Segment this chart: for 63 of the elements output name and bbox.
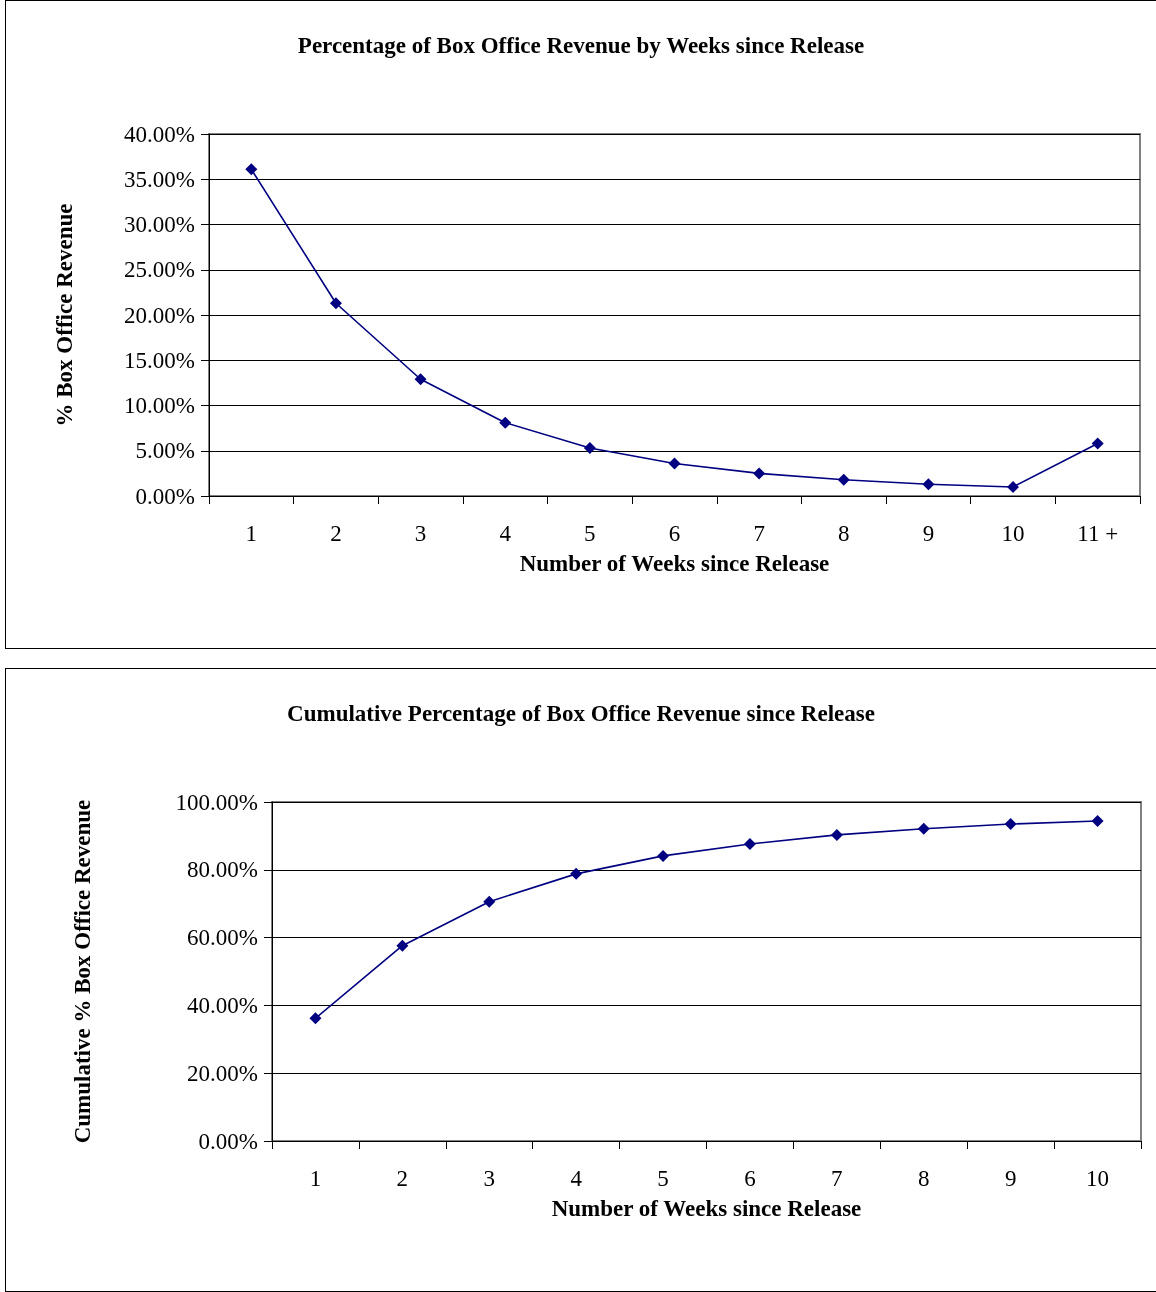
y-tick-label: 40.00% bbox=[187, 992, 258, 1018]
x-tick-label: 5 bbox=[584, 521, 596, 546]
point bbox=[1004, 818, 1017, 831]
x-tick-label: 6 bbox=[744, 1166, 756, 1191]
y-tick-label: 15.00% bbox=[124, 347, 195, 373]
point bbox=[329, 297, 342, 310]
y-tick-label: 100.00% bbox=[175, 789, 258, 815]
x-tick-label: 10 bbox=[1001, 521, 1025, 546]
y-axis-title: % Box Office Revenue bbox=[51, 203, 77, 427]
chart-title: Cumulative Percentage of Box Office Revenue since Release bbox=[287, 701, 875, 726]
point bbox=[414, 373, 427, 386]
x-tick-label: 10 bbox=[1086, 1166, 1110, 1191]
x-tick-label: 5 bbox=[657, 1166, 669, 1191]
y-axis-title: Cumulative % Box Office Revenue bbox=[69, 799, 95, 1144]
point bbox=[922, 478, 935, 491]
chart-title: Percentage of Box Office Revenue by Weeks since Release bbox=[297, 33, 865, 58]
point bbox=[743, 838, 756, 851]
point bbox=[245, 163, 258, 176]
x-tick-label: 1 bbox=[309, 1166, 322, 1191]
point bbox=[837, 473, 850, 486]
y-tick-label: 0.00% bbox=[135, 483, 195, 509]
y-tick-label: 60.00% bbox=[187, 925, 258, 951]
x-axis-title: Number of Weeks since Release bbox=[519, 551, 830, 576]
point bbox=[483, 895, 496, 908]
x-tick-label: 11 + bbox=[1077, 521, 1119, 546]
y-tick-label: 0.00% bbox=[198, 1128, 258, 1154]
point bbox=[1007, 480, 1020, 493]
x-tick-label: 3 bbox=[414, 521, 427, 546]
x-tick-label: 4 bbox=[570, 1166, 583, 1191]
point bbox=[917, 822, 930, 835]
y-tick-label: 10.00% bbox=[124, 393, 195, 418]
point bbox=[753, 467, 766, 480]
y-tick-label: 20.00% bbox=[187, 1060, 258, 1086]
x-axis-title: Number of Weeks since Release bbox=[551, 1196, 862, 1221]
point bbox=[1091, 437, 1104, 450]
x-tick-label: 2 bbox=[330, 521, 342, 546]
x-tick-label: 8 bbox=[838, 521, 850, 546]
point bbox=[1091, 814, 1104, 827]
point bbox=[668, 457, 681, 470]
point bbox=[396, 939, 409, 952]
y-tick-label: 30.00% bbox=[124, 212, 195, 237]
x-tick-label: 7 bbox=[831, 1166, 843, 1191]
point bbox=[830, 828, 843, 841]
point bbox=[309, 1012, 322, 1025]
y-tick-label: 80.00% bbox=[187, 857, 258, 883]
point bbox=[570, 867, 583, 880]
x-tick-label: 8 bbox=[918, 1166, 930, 1191]
point bbox=[657, 849, 670, 862]
point bbox=[499, 416, 512, 429]
x-tick-label: 3 bbox=[483, 1166, 495, 1191]
y-tick-label: 40.00% bbox=[124, 121, 195, 147]
y-tick-label: 35.00% bbox=[124, 166, 195, 192]
y-tick-label: 25.00% bbox=[124, 257, 195, 283]
x-tick-label: 9 bbox=[1004, 1166, 1017, 1191]
x-tick-label: 6 bbox=[668, 521, 681, 546]
y-tick-label: 20.00% bbox=[124, 302, 195, 328]
x-tick-label: 7 bbox=[753, 521, 765, 546]
x-tick-label: 1 bbox=[245, 521, 258, 546]
point bbox=[583, 442, 596, 455]
x-tick-label: 4 bbox=[499, 521, 512, 546]
y-tick-label: 5.00% bbox=[135, 438, 195, 464]
x-tick-label: 9 bbox=[922, 521, 935, 546]
x-tick-label: 2 bbox=[396, 1166, 409, 1191]
